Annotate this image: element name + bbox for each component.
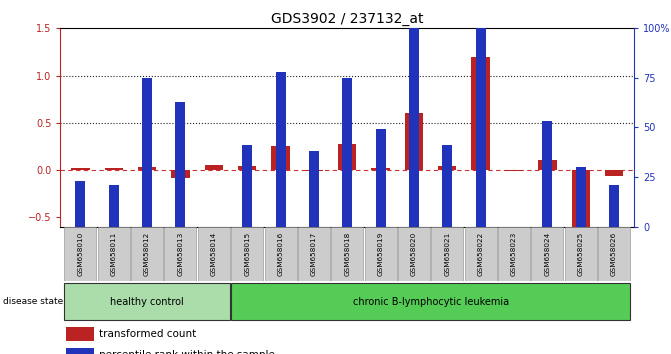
Bar — [464, 227, 497, 281]
Bar — [171, 170, 190, 178]
Bar — [442, 145, 452, 227]
Bar — [242, 145, 252, 227]
Text: GSM658026: GSM658026 — [611, 232, 617, 276]
Bar — [531, 227, 564, 281]
Bar — [338, 144, 356, 170]
Bar — [609, 185, 619, 227]
Bar — [372, 168, 390, 170]
Bar — [505, 170, 523, 171]
Bar — [565, 227, 597, 281]
Bar — [271, 146, 290, 170]
Bar — [231, 284, 630, 320]
Bar — [542, 121, 552, 227]
Bar — [572, 170, 590, 228]
Bar — [164, 227, 197, 281]
Bar — [605, 170, 623, 176]
Text: GSM658024: GSM658024 — [544, 232, 550, 276]
Bar — [105, 168, 123, 170]
Bar — [398, 227, 430, 281]
Bar — [109, 185, 119, 227]
Bar — [231, 227, 263, 281]
Bar — [64, 284, 230, 320]
Bar — [476, 16, 486, 227]
Bar — [66, 348, 94, 354]
Text: GSM658018: GSM658018 — [344, 232, 350, 276]
Bar — [198, 227, 230, 281]
Bar — [309, 151, 319, 227]
Text: GSM658017: GSM658017 — [311, 232, 317, 276]
Bar — [238, 166, 256, 170]
Text: GSM658012: GSM658012 — [144, 232, 150, 276]
Bar — [75, 181, 85, 227]
Bar — [205, 165, 223, 170]
Bar — [331, 227, 363, 281]
Bar — [431, 227, 463, 281]
Text: healthy control: healthy control — [110, 297, 184, 307]
Bar — [598, 227, 630, 281]
Bar — [64, 227, 97, 281]
Bar — [409, 28, 419, 227]
Text: disease state: disease state — [3, 297, 64, 306]
Text: GSM658013: GSM658013 — [177, 232, 183, 276]
Bar — [538, 160, 556, 170]
Bar — [298, 227, 330, 281]
Text: GSM658016: GSM658016 — [278, 232, 284, 276]
Text: GSM658015: GSM658015 — [244, 232, 250, 276]
Bar — [305, 170, 323, 171]
Bar — [98, 227, 130, 281]
Text: transformed count: transformed count — [99, 329, 197, 339]
Bar — [576, 167, 586, 227]
Text: GSM658021: GSM658021 — [444, 232, 450, 276]
Text: chronic B-lymphocytic leukemia: chronic B-lymphocytic leukemia — [352, 297, 509, 307]
Bar — [405, 113, 423, 170]
Text: GSM658023: GSM658023 — [511, 232, 517, 276]
Text: GSM658019: GSM658019 — [378, 232, 384, 276]
Bar — [276, 72, 286, 227]
Text: GSM658014: GSM658014 — [211, 232, 217, 276]
Text: GSM658010: GSM658010 — [77, 232, 83, 276]
Text: GSM658020: GSM658020 — [411, 232, 417, 276]
Text: GSM658025: GSM658025 — [578, 232, 584, 276]
Bar — [364, 227, 397, 281]
Bar — [498, 227, 530, 281]
Bar — [71, 168, 89, 170]
Title: GDS3902 / 237132_at: GDS3902 / 237132_at — [271, 12, 423, 26]
Bar — [66, 327, 94, 342]
Bar — [131, 227, 163, 281]
Bar — [138, 167, 156, 170]
Text: GSM658011: GSM658011 — [111, 232, 117, 276]
Text: GSM658022: GSM658022 — [478, 232, 484, 276]
Bar — [175, 102, 185, 227]
Bar — [438, 166, 456, 170]
Bar — [472, 57, 490, 170]
Text: percentile rank within the sample: percentile rank within the sample — [99, 350, 275, 354]
Bar — [342, 78, 352, 227]
Bar — [264, 227, 297, 281]
Bar — [142, 78, 152, 227]
Bar — [376, 130, 386, 227]
